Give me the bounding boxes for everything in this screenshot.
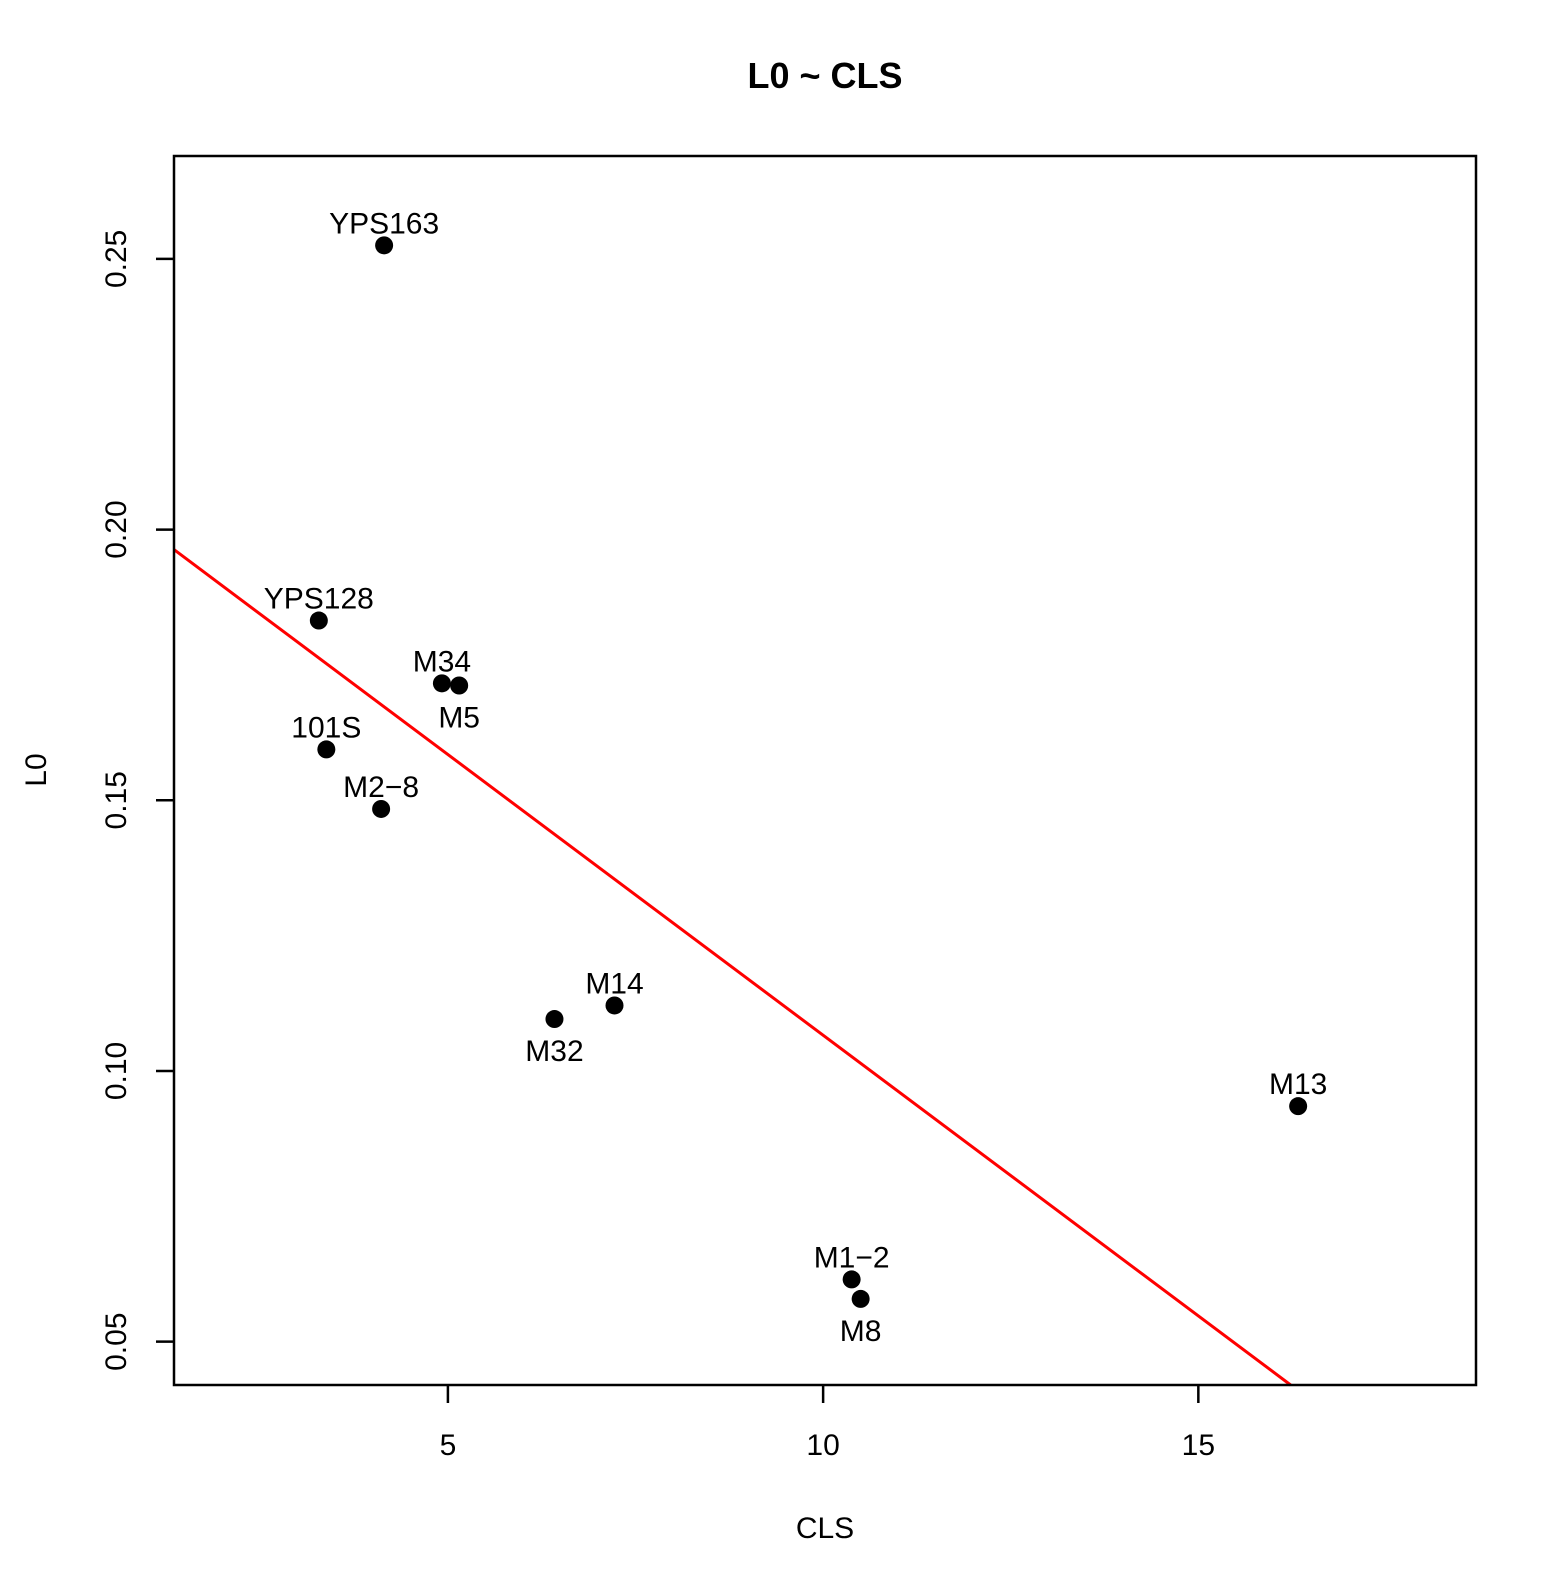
points-layer: YPS163 YPS128 M34 M5 101S M2−8 M14 M32 M13 M1−2 M8	[264, 207, 1328, 1348]
data-point	[450, 676, 469, 695]
fit-line-layer	[173, 548, 1292, 1387]
data-point	[545, 1010, 564, 1029]
point-label: M2−8	[343, 771, 419, 804]
data-point	[309, 611, 328, 630]
y-tick-label: 0.20	[100, 500, 133, 558]
y-axis: 0.05 0.10 0.15 0.20 0.25	[100, 230, 174, 1371]
point-label: YPS128	[264, 583, 374, 616]
data-point	[1289, 1097, 1308, 1116]
data-point	[851, 1289, 870, 1308]
data-point	[375, 236, 394, 255]
point-label: M34	[413, 645, 471, 678]
point-label: YPS163	[329, 207, 439, 240]
y-tick-label: 0.10	[100, 1042, 133, 1100]
data-point	[432, 674, 451, 693]
point-label: 101S	[291, 711, 361, 744]
x-axis-label: CLS	[796, 1512, 854, 1545]
data-point	[605, 996, 624, 1015]
point-label: M13	[1269, 1068, 1327, 1101]
point-label: M14	[585, 967, 643, 1000]
plot-frame	[172, 154, 1478, 1387]
point-label: M8	[840, 1315, 882, 1348]
x-axis: 5 10 15	[440, 1385, 1215, 1462]
point-label: M5	[438, 701, 480, 734]
y-axis-label: L0	[20, 753, 53, 786]
chart-title: L0 ~ CLS	[747, 55, 902, 96]
y-tick-label: 0.05	[100, 1312, 133, 1370]
data-point	[842, 1270, 861, 1289]
y-tick-label: 0.15	[100, 771, 133, 829]
x-tick-label: 5	[440, 1429, 457, 1462]
point-label: M32	[525, 1035, 583, 1068]
point-label: M1−2	[814, 1241, 890, 1274]
data-point	[372, 799, 391, 818]
data-point	[317, 740, 336, 759]
x-tick-label: 10	[806, 1429, 839, 1462]
y-tick-label: 0.25	[100, 230, 133, 288]
regression-line	[173, 548, 1292, 1387]
x-tick-label: 15	[1182, 1429, 1215, 1462]
